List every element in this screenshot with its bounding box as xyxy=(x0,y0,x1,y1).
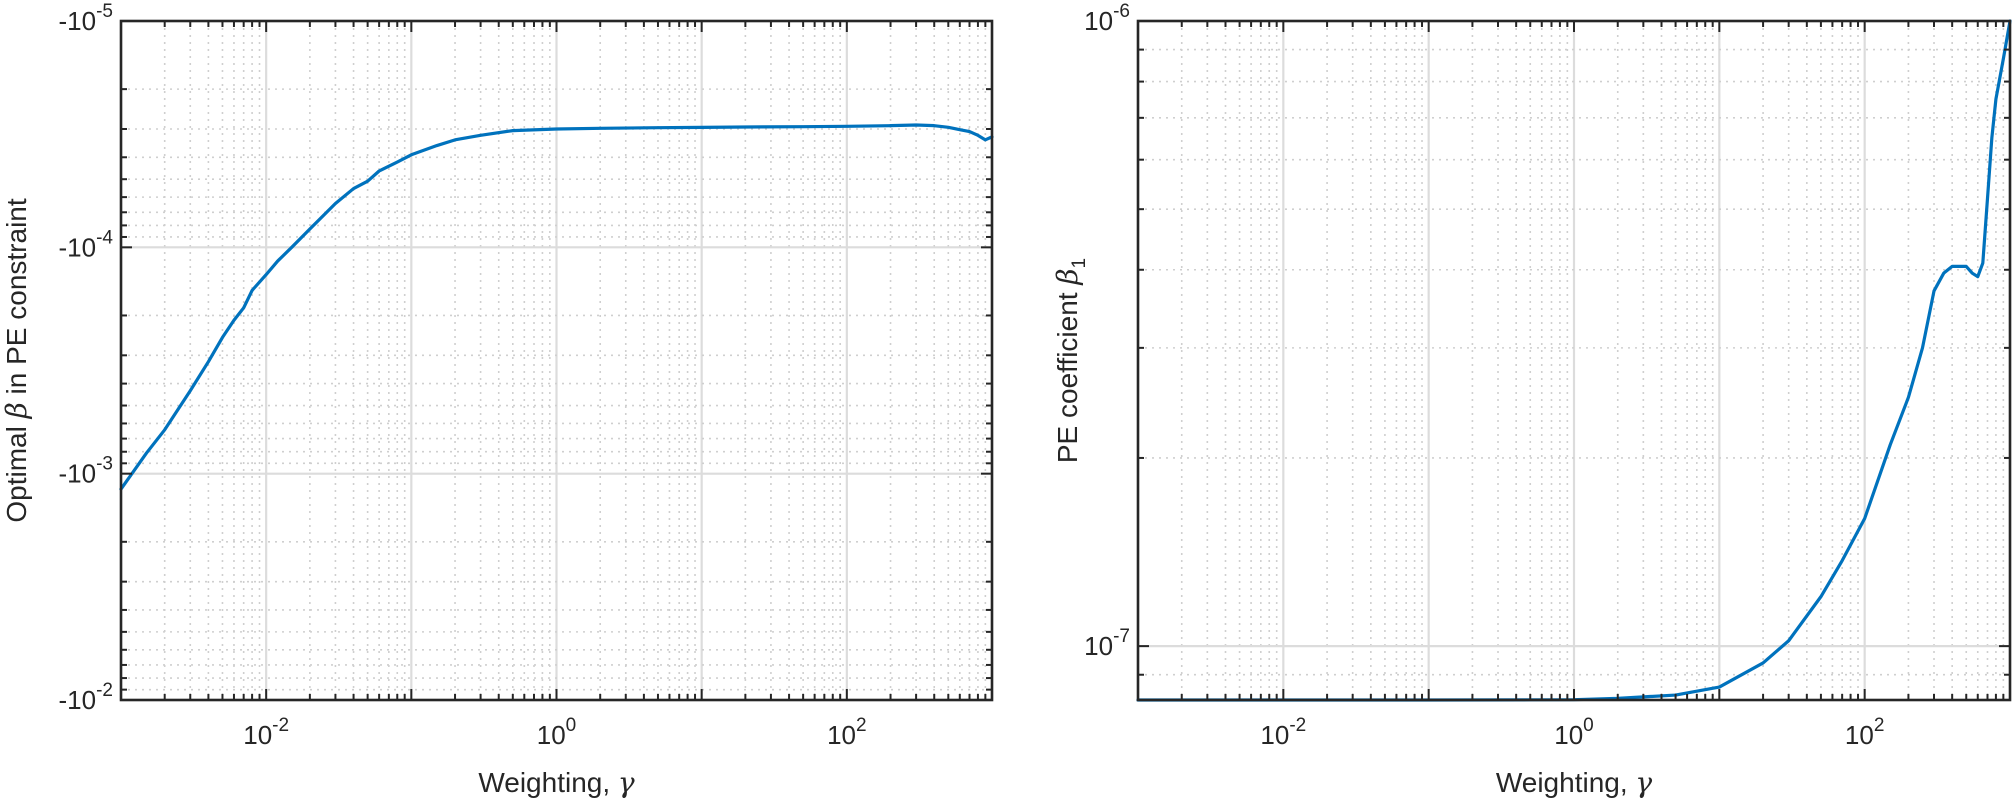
y-tick-label: -10-3 xyxy=(59,454,113,489)
x-tick-label: 102 xyxy=(1845,715,1885,750)
x-axis-label: Weighting, γ xyxy=(478,766,635,799)
y-tick-label: -10-4 xyxy=(59,227,114,262)
x-tick-label: 102 xyxy=(827,715,867,750)
ticks xyxy=(120,20,993,701)
y-tick-label: 10-6 xyxy=(1084,1,1130,36)
x-tick-label: 10-2 xyxy=(1260,715,1306,750)
series-line xyxy=(119,123,994,491)
ticks xyxy=(1137,20,2011,700)
y-axis-label: PE coefficient β1 xyxy=(1051,258,1090,463)
y-tick-label: -10-2 xyxy=(59,680,113,715)
x-tick-label: 100 xyxy=(1554,715,1594,750)
x-axis-label: Weighting, γ xyxy=(1496,766,1653,799)
y-tick-label: -10-5 xyxy=(59,1,113,36)
y-tick-label: 10-7 xyxy=(1084,626,1130,661)
chart-pe-coefficient: 10-2 100 102 10-7 10-6 Weighting, γ PE coeffic… xyxy=(1051,1,2012,799)
grid xyxy=(1136,19,2012,700)
x-tick-label: 10-2 xyxy=(243,715,289,750)
y-axis-label: Optimal β in PE constraint xyxy=(0,198,33,523)
chart-optimal-beta: 10-2 100 102 -10-5 -10-4 -10-3 -10-2 Weighting,… xyxy=(0,1,994,799)
x-tick-label: 100 xyxy=(537,715,577,750)
